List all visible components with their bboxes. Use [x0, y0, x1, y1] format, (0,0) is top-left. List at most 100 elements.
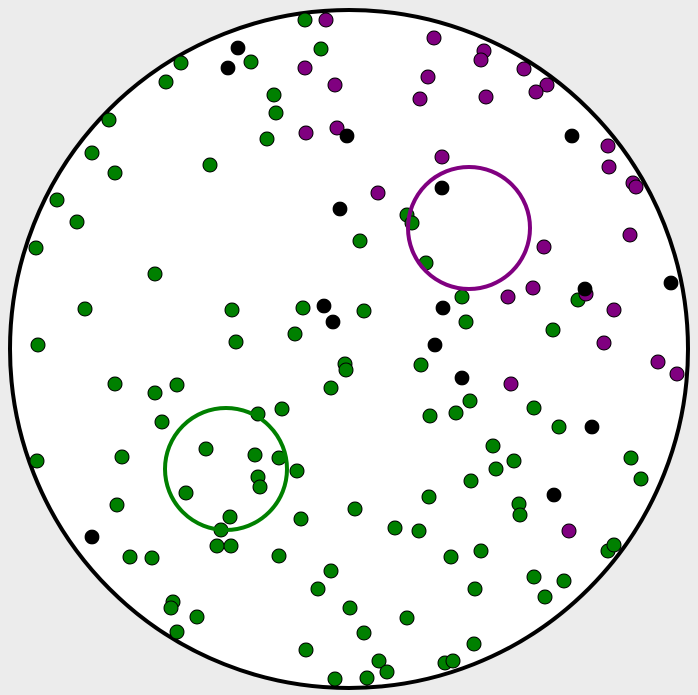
green-point: [147, 385, 163, 401]
outer-disc: [8, 8, 690, 690]
green-point: [289, 463, 305, 479]
green-point: [526, 569, 542, 585]
green-point: [422, 408, 438, 424]
green-point: [371, 653, 387, 669]
green-point: [158, 74, 174, 90]
green-point: [606, 537, 622, 553]
purple-point: [420, 69, 436, 85]
purple-point: [298, 125, 314, 141]
black-point: [332, 201, 348, 217]
green-point: [154, 414, 170, 430]
green-point: [448, 405, 464, 421]
green-point: [466, 636, 482, 652]
green-point: [359, 670, 375, 686]
purple-point: [329, 120, 345, 136]
green-point: [537, 589, 553, 605]
green-point: [356, 625, 372, 641]
green-ring: [163, 406, 289, 532]
green-point: [287, 326, 303, 342]
green-point: [84, 145, 100, 161]
green-point: [114, 449, 130, 465]
green-point: [295, 300, 311, 316]
black-point: [316, 298, 332, 314]
purple-point: [622, 227, 638, 243]
green-point: [173, 55, 189, 71]
green-point: [421, 489, 437, 505]
green-point: [323, 563, 339, 579]
green-point: [147, 266, 163, 282]
green-point: [247, 447, 263, 463]
black-point: [434, 180, 450, 196]
green-point: [467, 581, 483, 597]
purple-point: [434, 149, 450, 165]
green-point: [69, 214, 85, 230]
green-point: [379, 664, 395, 680]
green-point: [473, 543, 489, 559]
green-point: [169, 624, 185, 640]
purple-point: [539, 77, 555, 93]
purple-point: [525, 280, 541, 296]
green-point: [107, 165, 123, 181]
green-point: [506, 453, 522, 469]
green-point: [512, 507, 528, 523]
black-point: [325, 314, 341, 330]
purple-point: [561, 523, 577, 539]
green-point: [387, 520, 403, 536]
green-point: [293, 511, 309, 527]
green-point: [526, 400, 542, 416]
green-point: [297, 12, 313, 28]
rings-layer: [163, 165, 532, 532]
purple-point: [596, 335, 612, 351]
black-point: [546, 487, 562, 503]
purple-point: [500, 289, 516, 305]
purple-point: [600, 138, 616, 154]
green-point: [463, 473, 479, 489]
green-point: [178, 485, 194, 501]
black-point: [663, 275, 679, 291]
green-point: [271, 548, 287, 564]
green-point: [252, 479, 268, 495]
green-point: [352, 233, 368, 249]
green-point: [347, 501, 363, 517]
green-point: [298, 642, 314, 658]
purple-ring: [406, 165, 532, 291]
green-point: [169, 377, 185, 393]
green-point: [163, 600, 179, 616]
purple-point: [516, 61, 532, 77]
green-point: [198, 441, 214, 457]
black-point: [339, 128, 355, 144]
green-point: [228, 334, 244, 350]
purple-point: [503, 376, 519, 392]
green-point: [223, 538, 239, 554]
green-point: [274, 401, 290, 417]
green-point: [189, 609, 205, 625]
green-point: [488, 461, 504, 477]
black-point: [84, 529, 100, 545]
purple-point: [318, 12, 334, 28]
green-point: [268, 105, 284, 121]
green-point: [356, 303, 372, 319]
green-point: [29, 453, 45, 469]
green-point: [399, 610, 415, 626]
green-point: [413, 357, 429, 373]
green-point: [224, 302, 240, 318]
purple-point: [412, 91, 428, 107]
purple-point: [650, 354, 666, 370]
green-point: [462, 393, 478, 409]
green-point: [266, 87, 282, 103]
purple-point: [478, 89, 494, 105]
black-point: [220, 60, 236, 76]
green-point: [551, 419, 567, 435]
green-point: [623, 450, 639, 466]
green-point: [259, 131, 275, 147]
black-point: [454, 370, 470, 386]
black-point: [584, 419, 600, 435]
purple-point: [536, 239, 552, 255]
green-point: [209, 538, 225, 554]
purple-point: [528, 84, 544, 100]
green-point: [327, 671, 343, 687]
purple-point: [606, 302, 622, 318]
black-point: [230, 40, 246, 56]
